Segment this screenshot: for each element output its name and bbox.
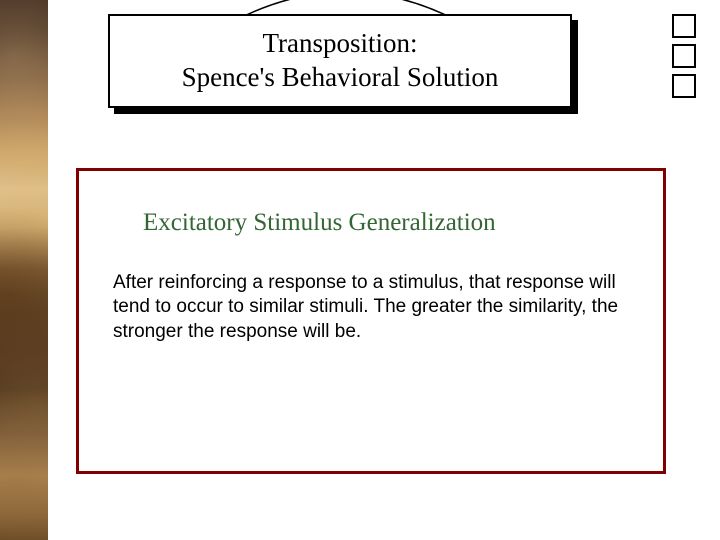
- content-body: After reinforcing a response to a stimul…: [107, 271, 635, 344]
- corner-square: [672, 44, 696, 68]
- title-box: Transposition: Spence's Behavioral Solut…: [108, 14, 572, 108]
- nebula-side-strip: [0, 0, 48, 540]
- slide-title: Transposition: Spence's Behavioral Solut…: [182, 27, 499, 95]
- content-subtitle: Excitatory Stimulus Generalization: [143, 209, 635, 237]
- corner-square: [672, 74, 696, 98]
- corner-decoration: [672, 14, 696, 98]
- corner-square: [672, 14, 696, 38]
- content-panel: Excitatory Stimulus Generalization After…: [76, 168, 666, 474]
- title-line-2: Spence's Behavioral Solution: [182, 62, 499, 92]
- title-line-1: Transposition:: [262, 28, 417, 58]
